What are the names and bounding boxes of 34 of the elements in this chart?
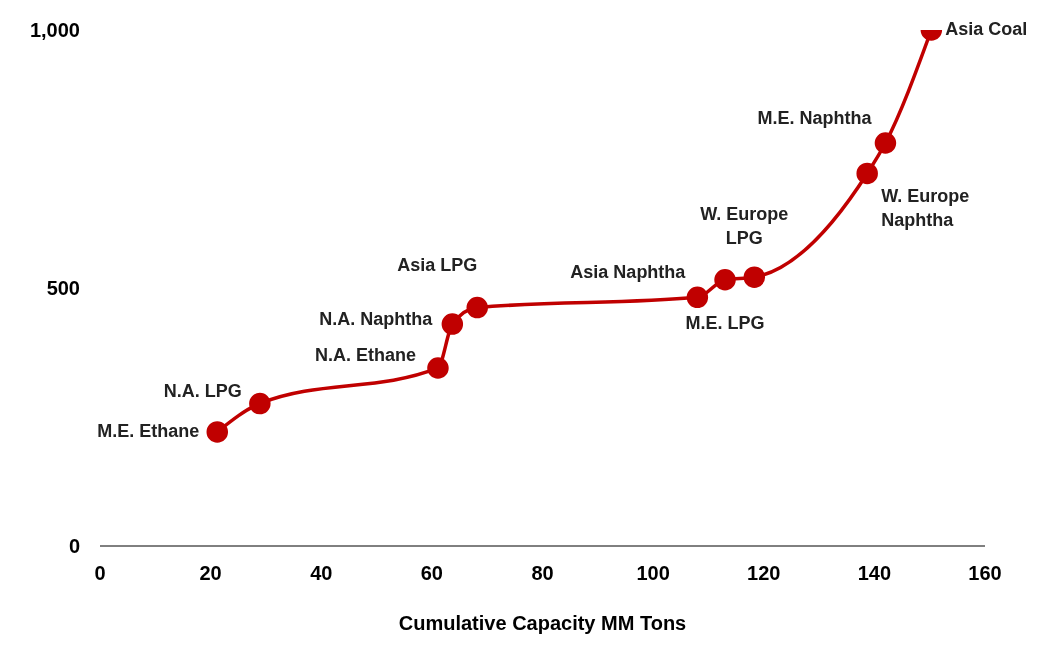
x-tick-label: 40 <box>310 562 333 585</box>
x-tick-label: 80 <box>531 562 554 585</box>
x-tick-label: 20 <box>199 562 222 585</box>
annotation: N.A. Naphtha <box>319 308 434 329</box>
annotation: Asia Coal <box>945 18 1028 39</box>
x-tick-label: 100 <box>636 562 670 585</box>
annotation: M.E. Naphtha <box>757 107 873 128</box>
point <box>874 132 897 154</box>
annotation: Asia Naphtha <box>570 262 687 283</box>
annotation: M.E. LPG <box>685 312 765 333</box>
y-tick-label: 500 <box>46 277 80 300</box>
annotation: N.A. Ethane <box>314 344 416 365</box>
y-tick-label: 1,000 <box>29 19 80 42</box>
x-tick-label: 160 <box>968 562 1002 585</box>
x-tick-label: 140 <box>857 562 892 585</box>
point <box>856 162 878 185</box>
x-tick-label: 60 <box>420 562 443 585</box>
annotation: M.E. Ethane <box>97 420 200 441</box>
x-tick-label: 0 <box>94 562 106 585</box>
annotation: W. Europe LPG <box>700 203 789 248</box>
y-tick-label: 0 <box>68 535 80 558</box>
annotation: Asia LPG <box>397 254 478 275</box>
point <box>249 392 271 415</box>
x-axis-title: Cumulative Capacity MM Tons <box>398 612 687 634</box>
x-tick-label: 120 <box>747 562 781 585</box>
point <box>466 296 488 319</box>
point <box>441 313 464 335</box>
annotation: N.A. LPG <box>163 380 242 401</box>
annotation: W. Europe Naphtha <box>881 186 970 231</box>
point <box>686 286 709 309</box>
point <box>427 357 449 379</box>
point <box>743 266 766 288</box>
point <box>714 268 736 291</box>
point <box>206 421 229 443</box>
